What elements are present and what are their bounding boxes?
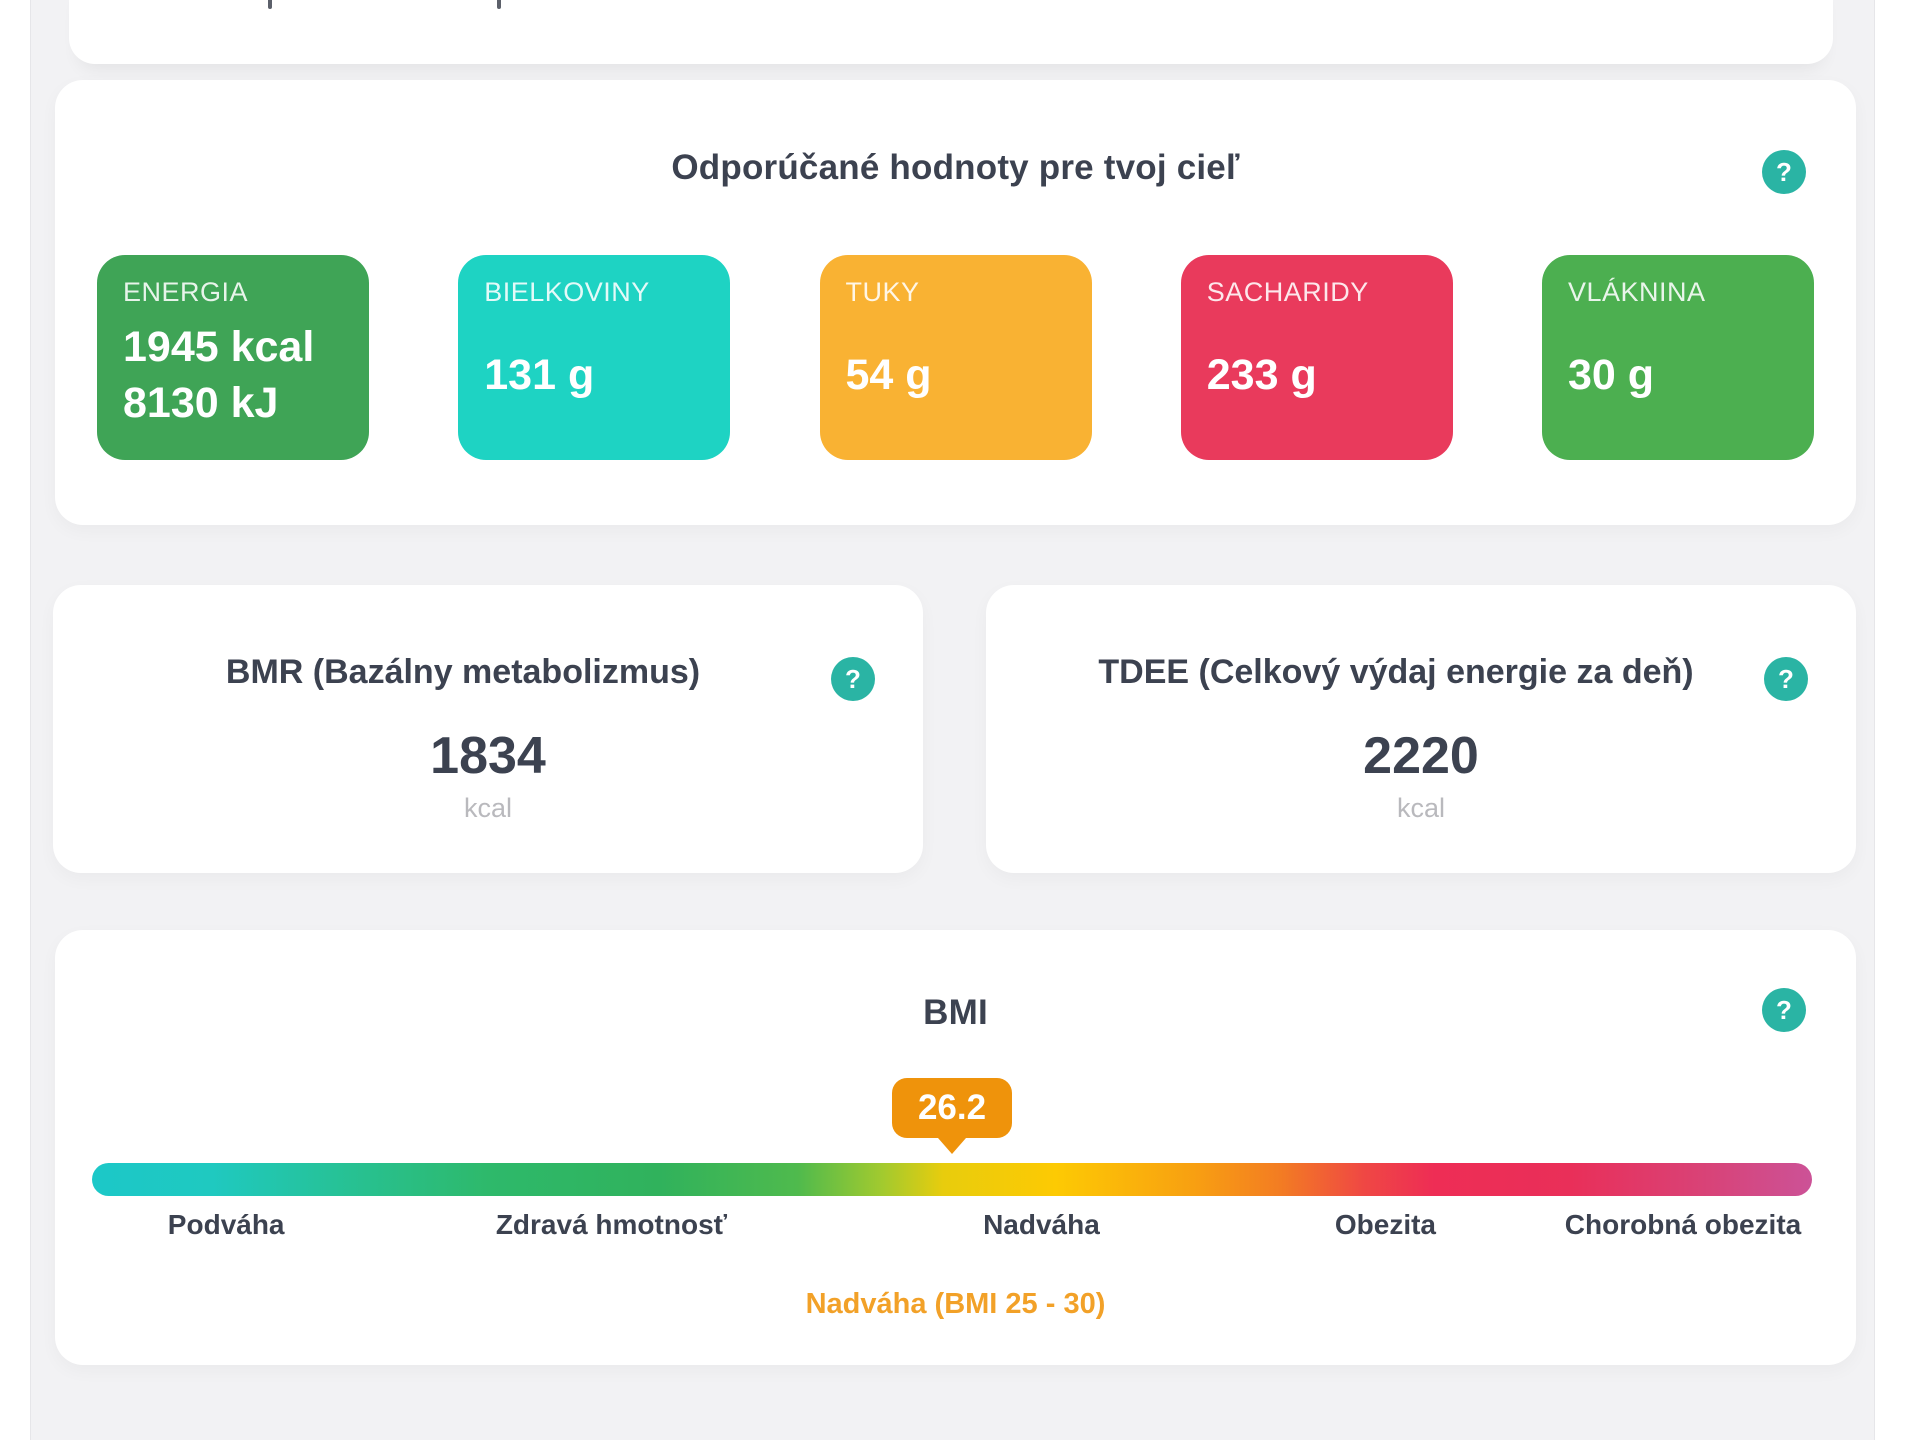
help-button[interactable]: ?: [831, 657, 875, 701]
bmi-status-text: Nadváha (BMI 25 - 30): [805, 1288, 1106, 1320]
tdee-value: 2220: [1363, 727, 1479, 785]
bmi-category-zdrava: Zdravá hmotnosť: [495, 1209, 728, 1240]
recommended-values-title: Odporúčané hodnoty pre tvoj cieľ: [671, 148, 1240, 187]
recommended-values-card: Odporúčané hodnoty pre tvoj cieľ ? ENERG…: [55, 80, 1856, 525]
tile-vlaknina: VLÁKNINA 30 g: [1542, 255, 1814, 460]
bmi-gradient-bar: [92, 1163, 1812, 1196]
tile-label: TUKY: [845, 277, 920, 307]
question-mark-icon: ?: [1778, 663, 1794, 694]
bmr-unit: kcal: [463, 793, 512, 823]
clipped-top-card: [69, 0, 1833, 64]
tile-label: SACHARIDY: [1206, 277, 1369, 307]
tile-value: 131 g: [484, 351, 595, 399]
tile-label: VLÁKNINA: [1568, 277, 1706, 307]
tdee-title: TDEE (Celkový výdaj energie za deň): [1098, 653, 1694, 691]
tile-energia: ENERGIA 1945 kcal 8130 kJ: [97, 255, 369, 460]
bmi-category-podvaha: Podváha: [167, 1209, 285, 1240]
tdee-unit: kcal: [1396, 793, 1445, 823]
tile-value-kcal: 1945 kcal: [123, 323, 315, 371]
bmr-value: 1834: [430, 727, 546, 785]
tile-label: BIELKOVINY: [484, 277, 650, 307]
help-button[interactable]: ?: [1764, 657, 1808, 701]
bmi-scale: 26.2 Podváha Zdravá hmotnosť Nadváha Obe…: [92, 1078, 1812, 1240]
tile-value: 233 g: [1206, 351, 1317, 399]
tile-value: 54 g: [845, 351, 932, 399]
bmr-title: BMR (Bazálny metabolizmus): [225, 653, 701, 691]
question-mark-icon: ?: [1776, 156, 1792, 187]
question-mark-icon: ?: [1776, 994, 1792, 1025]
clipped-text-fragment: [497, 0, 501, 9]
help-button[interactable]: ?: [1762, 988, 1806, 1032]
bmi-value-marker: 26.2: [892, 1078, 1012, 1154]
tdee-card: TDEE (Celkový výdaj energie za deň) ? 22…: [986, 585, 1856, 873]
tile-value-kj: 8130 kJ: [123, 379, 279, 427]
macro-tiles-row: ENERGIA 1945 kcal 8130 kJ BIELKOVINY 131…: [97, 255, 1814, 460]
clipped-text-fragment: [268, 0, 272, 9]
help-button[interactable]: ?: [1762, 150, 1806, 194]
bmi-card: BMI ? 26.2 Podváha Zdravá hmotnosť Nadvá…: [55, 930, 1856, 1365]
tile-bielkoviny: BIELKOVINY 131 g: [458, 255, 731, 460]
tile-value: 30 g: [1568, 351, 1655, 399]
bmi-title: BMI: [923, 993, 988, 1032]
bmi-category-obezita: Obezita: [1334, 1209, 1437, 1240]
marker-pointer-icon: [938, 1138, 966, 1154]
bmi-category-nadvaha: Nadváha: [983, 1209, 1100, 1240]
tile-label: ENERGIA: [123, 277, 249, 307]
bmi-value: 26.2: [917, 1088, 987, 1127]
tile-sacharidy: SACHARIDY 233 g: [1180, 255, 1453, 460]
question-mark-icon: ?: [845, 663, 861, 694]
tile-tuky: TUKY 54 g: [819, 255, 1092, 460]
bmi-category-chorobna-obezita: Chorobná obezita: [1564, 1209, 1802, 1240]
bmr-card: BMR (Bazálny metabolizmus) ? 1834 kcal: [53, 585, 923, 873]
